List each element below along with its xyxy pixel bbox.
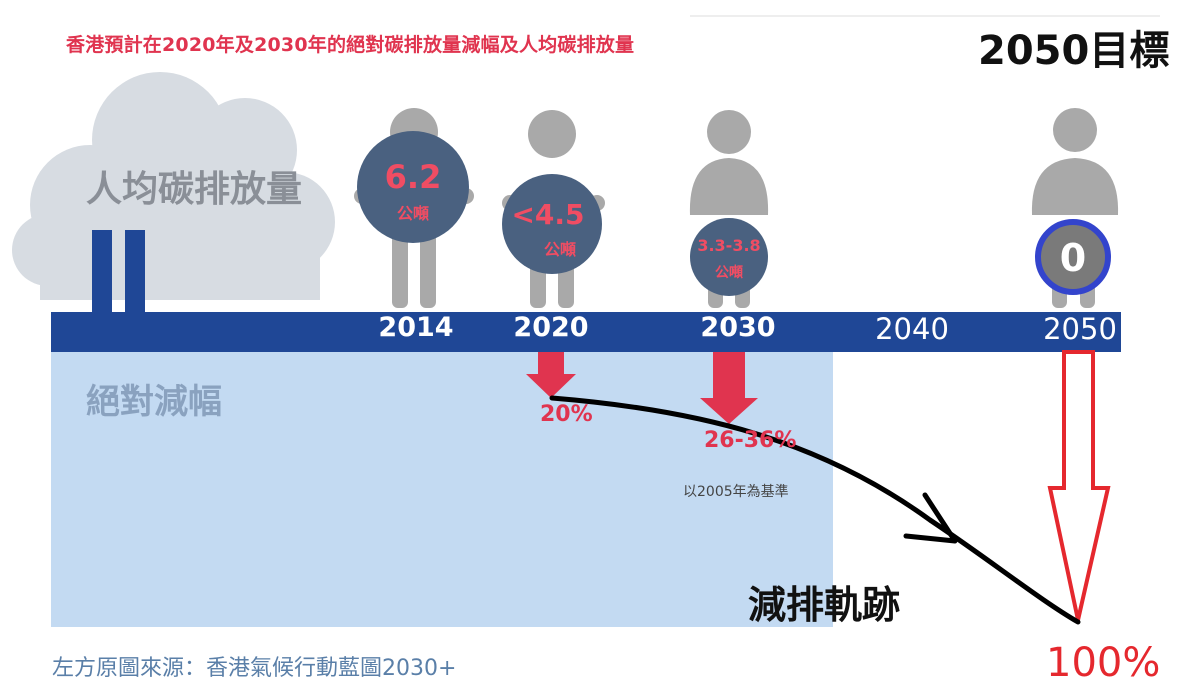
per-capita-value-2014: 6.2 [384,158,442,196]
trajectory-label: 減排軌跡 [748,583,901,627]
per-capita-value-2020: <4.5 [511,198,585,231]
reduction-value-2020: 20% [540,402,593,427]
year-label-2030: 2030 [700,312,776,343]
cloud-shape [12,72,335,300]
reduction-label: 絕對減幅 [86,382,222,422]
target-label: 2050目標 [978,28,1170,74]
per-capita-unit-2030: 公噸 [715,265,743,281]
reduction-panel [51,350,833,627]
page-title: 香港預計在2020年及2030年的絕對碳排放量減幅及人均碳排放量 [66,34,635,56]
bubble-2014 [357,131,469,243]
per-capita-unit-2014: 公噸 [396,204,430,223]
per-capita-unit-2020: 公噸 [543,240,577,259]
year-label-2040: 2040 [875,312,949,346]
bubble-2050 [1035,219,1111,295]
per-capita-value-2050: 0 [1059,236,1087,280]
source-note: 左方原圖來源：香港氣候行動藍圖2030+ [52,656,457,681]
baseline-note: 以2005年為基準 [683,484,789,500]
reduction-arrow-2020 [526,352,576,398]
factory-chimneys [92,230,145,312]
reduction-value-2030: 26-36% [704,428,797,453]
trajectory-arrowhead [903,492,958,544]
year-label-2020: 2020 [513,312,589,343]
reduction-arrow-2050 [1047,350,1111,621]
year-label-2050: 2050 [1043,312,1117,346]
per-capita-label: 人均碳排放量 [86,169,303,210]
timeline-bar [51,312,1121,352]
bubble-2030 [690,218,768,296]
trajectory-curve [549,395,1081,625]
reduction-arrow-2030 [700,352,758,424]
bubble-2020 [502,174,602,274]
per-capita-value-2030: 3.3-3.8 [697,236,761,255]
reduction-value-2050: 100% [1046,640,1161,686]
year-label-2014: 2014 [378,312,454,343]
